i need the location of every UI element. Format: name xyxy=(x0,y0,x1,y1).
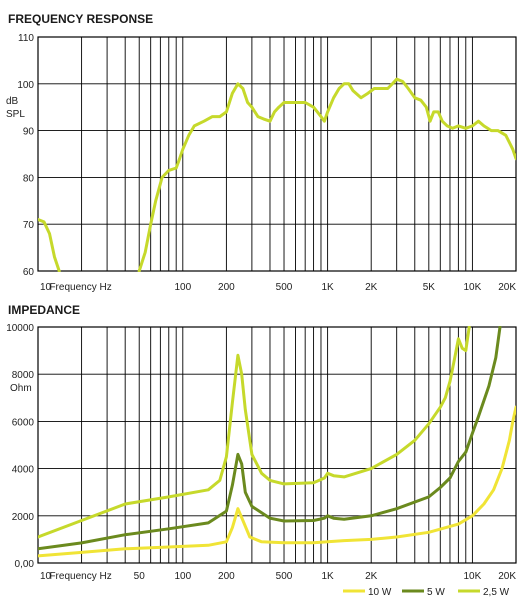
x-tick-label: 20K xyxy=(498,282,516,293)
x-tick-label: 10 xyxy=(40,282,52,293)
x-tick-label: 200 xyxy=(218,282,235,293)
x-tick-label: 100 xyxy=(174,282,191,293)
impedance-legend: 10 W 5 W 2,5 W xyxy=(343,587,510,598)
x-tick-label: 2K xyxy=(365,571,378,582)
y-tick-label: 4000 xyxy=(12,465,35,476)
legend-label: 2,5 W xyxy=(483,587,510,598)
y-tick-label: 90 xyxy=(23,127,35,138)
series-lines xyxy=(38,77,516,272)
series-line xyxy=(38,326,471,539)
legend-label: 10 W xyxy=(368,587,392,598)
series-line xyxy=(137,77,516,272)
series-line xyxy=(38,326,502,551)
x-tick-label: 1K xyxy=(321,282,334,293)
impedance-chart: IMPEDANCE 0,00 2000 4000 6000 8000 10000 Ohm 10 5… xyxy=(6,303,517,582)
y-tick-label: 2000 xyxy=(12,512,35,523)
grid-lines xyxy=(38,327,516,563)
chart-title: FREQUENCY RESPONSE xyxy=(8,12,153,26)
y-tick-label: 6000 xyxy=(12,417,35,428)
legend-label: 5 W xyxy=(427,587,445,598)
x-tick-label: 500 xyxy=(276,282,293,293)
plot-frame xyxy=(37,326,517,564)
y-tick-label: 100 xyxy=(17,80,34,91)
y-tick-label: 8000 xyxy=(12,370,35,381)
y-axis-label: dB xyxy=(6,96,19,107)
x-tick-label: 10 xyxy=(40,571,52,582)
x-tick-label: 100 xyxy=(174,571,191,582)
x-tick-label: 1K xyxy=(321,571,334,582)
y-axis-label: Ohm xyxy=(10,383,32,394)
series-line xyxy=(38,405,516,558)
plot-frame xyxy=(37,36,517,272)
x-tick-label: 2K xyxy=(365,282,378,293)
series-line xyxy=(38,218,61,272)
x-tick-label: 500 xyxy=(276,571,293,582)
frequency-response-chart: FREQUENCY RESPONSE 60 70 80 90 100 110 dB SPL 10 1… xyxy=(6,12,517,293)
x-tick-label: 5K xyxy=(423,282,436,293)
y-tick-label: 60 xyxy=(23,267,35,278)
x-axis-label: Frequency Hz xyxy=(49,571,111,582)
x-tick-label: 50 xyxy=(134,571,146,582)
x-axis-label: Frequency Hz xyxy=(49,282,111,293)
x-tick-label: 10K xyxy=(464,282,482,293)
x-tick-label: 20K xyxy=(498,571,516,582)
series-lines xyxy=(38,326,516,558)
y-tick-label: 110 xyxy=(18,33,34,44)
y-tick-label: 80 xyxy=(23,173,35,184)
x-tick-label: 200 xyxy=(218,571,235,582)
y-tick-label: 10000 xyxy=(6,323,34,334)
y-tick-label: 0,00 xyxy=(15,559,35,570)
x-tick-label: 10K xyxy=(464,571,482,582)
y-axis-label: SPL xyxy=(6,109,25,120)
chart-title: IMPEDANCE xyxy=(8,303,80,317)
y-tick-label: 70 xyxy=(23,220,35,231)
grid-lines xyxy=(38,37,516,271)
